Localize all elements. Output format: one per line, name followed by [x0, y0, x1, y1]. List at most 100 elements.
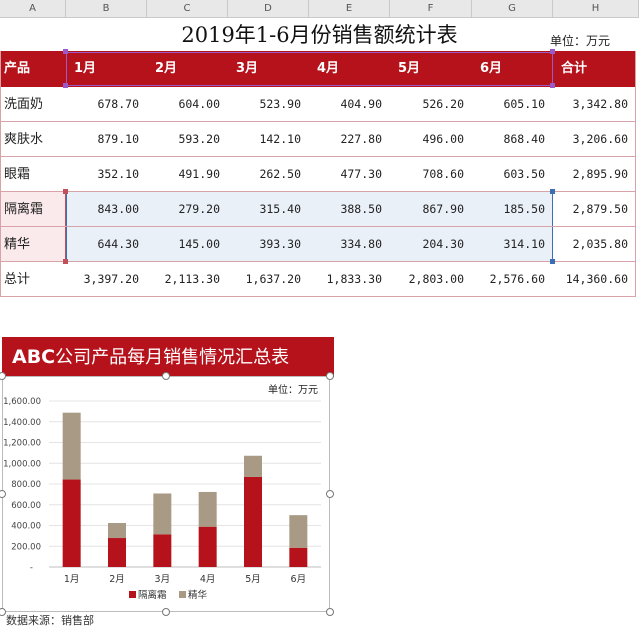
- row-total-cell[interactable]: 14,360.60: [565, 272, 628, 286]
- value-cell[interactable]: 279.20: [178, 202, 220, 216]
- column-header-a[interactable]: A: [0, 0, 66, 17]
- bar-jinghua: [108, 522, 126, 539]
- y-tick-label: -: [30, 563, 33, 573]
- value-cell[interactable]: 879.10: [97, 132, 139, 146]
- header-cell[interactable]: 3月: [236, 61, 259, 76]
- selection-handle[interactable]: [550, 259, 555, 264]
- header-cell[interactable]: 合计: [561, 61, 588, 76]
- table-row: 洗面奶 678.70 604.00 523.90 404.90 526.20 605.10 3…: [0, 87, 636, 122]
- y-tick-label: 1,600.00: [3, 397, 41, 407]
- header-cell[interactable]: 6月: [480, 61, 503, 76]
- value-cell[interactable]: 142.10: [259, 132, 301, 146]
- value-cell[interactable]: 315.40: [259, 202, 301, 216]
- row-total-cell[interactable]: 2,035.80: [572, 237, 628, 251]
- stacked-bar-chart[interactable]: - 200.00 400.00 600.00 800.00 1,000.00 1,200.0…: [3, 377, 329, 611]
- table-row: 眼霜 352.10 491.90 262.50 477.30 708.60 603.50 2,…: [0, 157, 636, 192]
- row-total-cell[interactable]: 2,895.90: [572, 167, 628, 181]
- value-cell[interactable]: 491.90: [178, 167, 220, 181]
- chart-resize-handle[interactable]: [326, 490, 334, 498]
- column-header-d[interactable]: D: [228, 0, 309, 17]
- bar-jinghua: [62, 412, 81, 480]
- chart-area[interactable]: - 200.00 400.00 600.00 800.00 1,000.00 1,200.0…: [2, 376, 330, 612]
- value-cell[interactable]: 352.10: [97, 167, 139, 181]
- chart-resize-handle[interactable]: [0, 372, 6, 380]
- selection-handle[interactable]: [63, 259, 68, 264]
- header-cell-product[interactable]: 产品: [4, 61, 31, 76]
- selection-range-months[interactable]: [66, 52, 553, 86]
- row-total-cell[interactable]: 3,206.60: [572, 132, 628, 146]
- product-name-cell[interactable]: 眼霜: [4, 167, 31, 182]
- value-cell[interactable]: 1,637.20: [245, 272, 301, 286]
- selection-handle[interactable]: [63, 189, 68, 194]
- row-total-cell[interactable]: 2,879.50: [572, 202, 628, 216]
- chart-resize-handle[interactable]: [0, 490, 6, 498]
- chart-resize-handle[interactable]: [326, 608, 334, 616]
- value-cell[interactable]: 185.50: [503, 202, 545, 216]
- table-row: 爽肤水 879.10 593.20 142.10 227.80 496.00 868.40 3…: [0, 122, 636, 157]
- chart-resize-handle[interactable]: [326, 372, 334, 380]
- value-cell[interactable]: 404.90: [340, 97, 382, 111]
- column-header-e[interactable]: E: [309, 0, 390, 17]
- value-cell[interactable]: 314.10: [503, 237, 545, 251]
- value-cell[interactable]: 843.00: [97, 202, 139, 216]
- value-cell[interactable]: 526.20: [422, 97, 464, 111]
- value-cell[interactable]: 867.90: [422, 202, 464, 216]
- value-cell[interactable]: 603.50: [503, 167, 545, 181]
- column-header-b[interactable]: B: [66, 0, 147, 17]
- value-cell[interactable]: 227.80: [340, 132, 382, 146]
- value-cell[interactable]: 388.50: [340, 202, 382, 216]
- chart-banner-brand: ABC: [12, 346, 56, 368]
- value-cell[interactable]: 145.00: [178, 237, 220, 251]
- selection-handle[interactable]: [63, 49, 68, 54]
- value-cell[interactable]: 1,833.30: [326, 272, 382, 286]
- selection-handle[interactable]: [550, 83, 555, 88]
- value-cell[interactable]: 496.00: [422, 132, 464, 146]
- product-name-cell[interactable]: 洗面奶: [4, 97, 44, 112]
- value-cell[interactable]: 3,397.20: [83, 272, 139, 286]
- row-total-cell[interactable]: 3,342.80: [572, 97, 628, 111]
- value-cell[interactable]: 708.60: [422, 167, 464, 181]
- value-cell[interactable]: 644.30: [97, 237, 139, 251]
- value-cell[interactable]: 334.80: [340, 237, 382, 251]
- product-name-cell[interactable]: 隔离霜: [4, 202, 44, 217]
- selection-handle[interactable]: [550, 49, 555, 54]
- value-cell[interactable]: 393.30: [259, 237, 301, 251]
- column-header-f[interactable]: F: [390, 0, 472, 17]
- chart-unit-label: 单位：万元: [268, 385, 318, 396]
- chart-resize-handle[interactable]: [162, 372, 170, 380]
- chart-resize-handle[interactable]: [0, 608, 6, 616]
- value-cell[interactable]: 2,113.30: [164, 272, 220, 286]
- x-tick-label: 4月: [200, 574, 216, 585]
- value-cell[interactable]: 678.70: [97, 97, 139, 111]
- value-cell[interactable]: 604.00: [178, 97, 220, 111]
- selection-handle[interactable]: [550, 189, 555, 194]
- product-name-cell[interactable]: 爽肤水: [4, 132, 44, 147]
- legend-label: 精华: [188, 589, 208, 601]
- value-cell[interactable]: 605.10: [503, 97, 545, 111]
- value-cell[interactable]: 868.40: [503, 132, 545, 146]
- value-cell[interactable]: 593.20: [178, 132, 220, 146]
- header-cell[interactable]: 2月: [155, 61, 178, 76]
- header-cell[interactable]: 4月: [317, 61, 340, 76]
- chart-resize-handle[interactable]: [162, 608, 170, 616]
- selection-handle[interactable]: [63, 83, 68, 88]
- y-tick-label: 600.00: [11, 501, 41, 511]
- legend-label: 隔离霜: [138, 589, 167, 601]
- x-tick-label: 5月: [245, 574, 261, 585]
- column-header-h[interactable]: H: [553, 0, 639, 17]
- bar-geliShuang: [62, 479, 81, 567]
- value-cell[interactable]: 262.50: [259, 167, 301, 181]
- value-cell[interactable]: 2,803.00: [408, 272, 464, 286]
- value-cell[interactable]: 477.30: [340, 167, 382, 181]
- column-header-c[interactable]: C: [147, 0, 228, 17]
- header-cell[interactable]: 5月: [398, 61, 421, 76]
- product-name-cell[interactable]: 总计: [4, 272, 31, 287]
- legend-swatch: [129, 591, 136, 598]
- value-cell[interactable]: 523.90: [259, 97, 301, 111]
- y-tick-label: 200.00: [11, 542, 41, 552]
- product-name-cell[interactable]: 精华: [4, 237, 31, 252]
- value-cell[interactable]: 204.30: [422, 237, 464, 251]
- value-cell[interactable]: 2,576.60: [489, 272, 545, 286]
- header-cell[interactable]: 1月: [74, 61, 97, 76]
- column-header-g[interactable]: G: [472, 0, 553, 17]
